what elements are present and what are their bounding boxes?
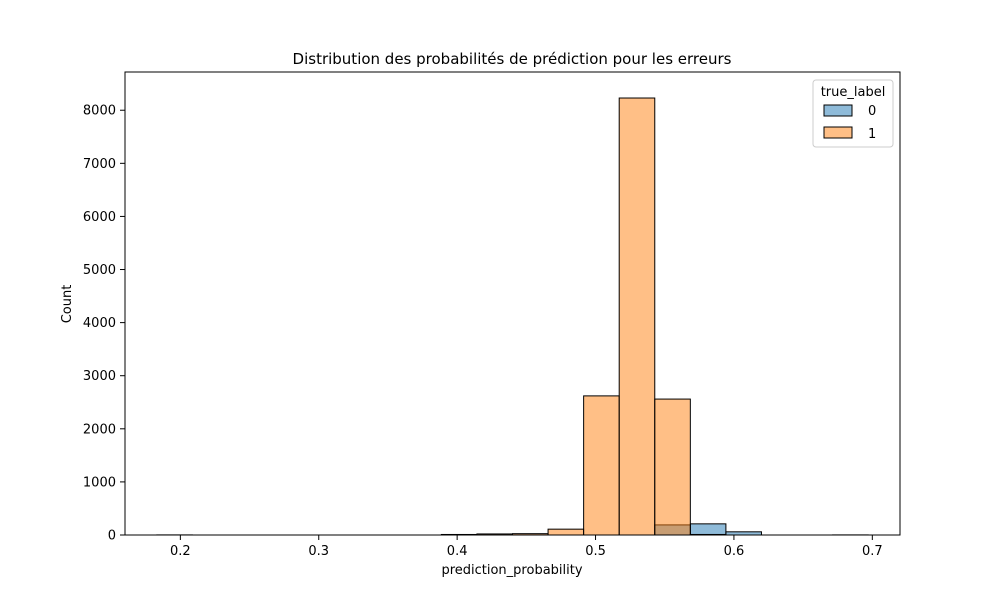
y-tick-label-0: 0 xyxy=(108,529,116,544)
bar-label1-bin-13 xyxy=(619,98,655,535)
legend-swatch-0 xyxy=(824,105,852,116)
legend: true_label 0 1 xyxy=(813,80,893,147)
chart-title: Distribution des probabilités de prédict… xyxy=(293,50,732,68)
y-tick-label-3: 3000 xyxy=(83,369,116,384)
y-axis-label: Count xyxy=(60,285,75,324)
x-axis-label: prediction_probability xyxy=(441,563,582,578)
y-tick-label-4: 4000 xyxy=(83,316,116,331)
bar-label0-bin-15 xyxy=(690,524,726,535)
y-tick-label-7: 7000 xyxy=(83,157,116,172)
x-tick-label-2: 0.4 xyxy=(447,544,468,559)
legend-label-0: 0 xyxy=(868,104,876,119)
legend-swatch-1 xyxy=(824,127,852,138)
legend-label-1: 1 xyxy=(868,127,876,142)
y-tick-label-5: 5000 xyxy=(83,263,116,278)
y-tick-label-1: 1000 xyxy=(83,475,116,490)
x-tick-label-5: 0.7 xyxy=(862,544,883,559)
x-tick-label-0: 0.2 xyxy=(170,544,191,559)
y-tick-label-6: 6000 xyxy=(83,210,116,225)
y-tick-label-2: 2000 xyxy=(83,422,116,437)
bar-label1-bin-11 xyxy=(548,529,584,535)
bar-label1-bin-14 xyxy=(655,399,691,535)
y-tick-label-8: 8000 xyxy=(83,104,116,119)
x-tick-label-4: 0.6 xyxy=(724,544,745,559)
legend-title: true_label xyxy=(821,85,886,100)
x-tick-label-3: 0.5 xyxy=(585,544,606,559)
bar-label1-bin-12 xyxy=(584,396,620,535)
x-tick-label-1: 0.3 xyxy=(308,544,329,559)
